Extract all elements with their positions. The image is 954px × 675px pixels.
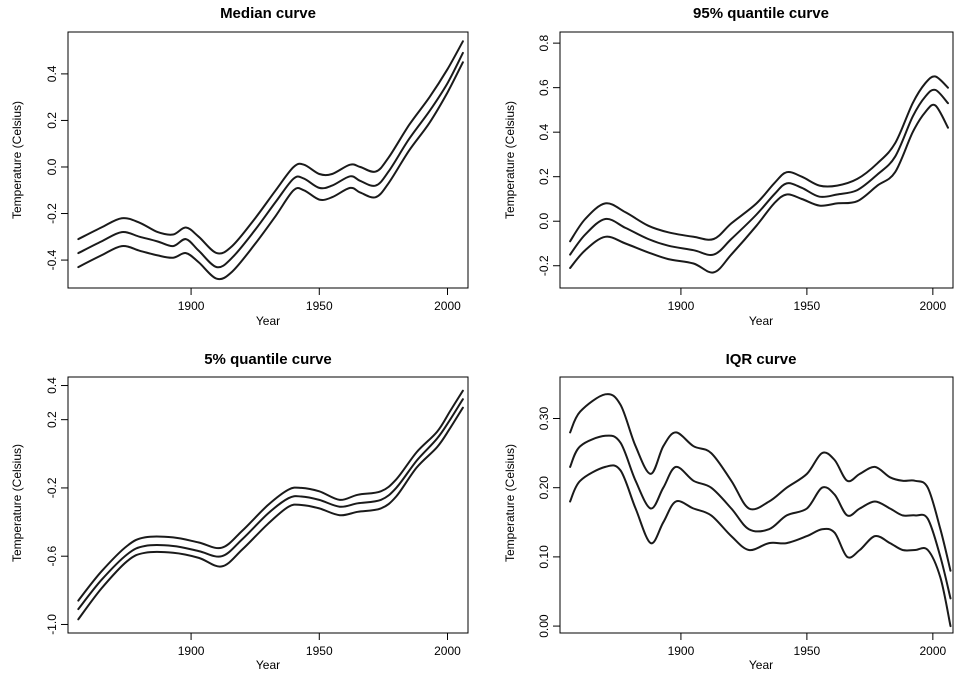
y-tick-label: 0.4 (45, 65, 59, 82)
y-tick-label: 0.2 (45, 112, 59, 129)
x-axis-label: Year (256, 314, 280, 328)
plot-frame (67, 31, 469, 289)
series-lines (569, 75, 949, 274)
x-ticks: 1900 1950 2000 (178, 633, 461, 658)
y-tick-label: 0.0 (537, 213, 551, 230)
chart-title: Median curve (220, 5, 316, 22)
plot-frame (559, 376, 954, 634)
y-tick-label: 0.2 (45, 411, 59, 428)
panel-q05: 5% quantile curve Year Temperature (Cels… (10, 351, 469, 672)
y-tick-label: -0.2 (537, 255, 551, 276)
y-axis-label: Temperature (Celsius) (503, 101, 517, 219)
x-ticks: 1900 1950 2000 (178, 288, 461, 313)
y-tick-label: 0.4 (45, 377, 59, 394)
y-axis-label: Temperature (Celsius) (10, 101, 24, 219)
series-line-1 (77, 389, 464, 602)
x-tick-label: 1950 (794, 299, 821, 313)
x-tick-label: 2000 (919, 299, 946, 313)
series-line-1 (569, 393, 952, 572)
x-tick-label: 1950 (306, 299, 333, 313)
series-line-3 (77, 406, 464, 621)
series-line-1 (77, 40, 464, 255)
series-line-2 (77, 398, 464, 611)
x-ticks: 1900 1950 2000 (668, 633, 947, 658)
panel-q95: 95% quantile curve Year Temperature (Cel… (503, 5, 954, 328)
y-tick-label: 0.8 (537, 34, 551, 51)
series-line-3 (569, 464, 952, 628)
chart-title: IQR curve (726, 351, 797, 368)
plot-frame (559, 31, 954, 289)
x-tick-label: 2000 (434, 644, 461, 658)
x-axis-label: Year (749, 658, 773, 672)
chart-title: 95% quantile curve (693, 5, 829, 22)
series-lines (77, 40, 464, 281)
y-tick-label: 0.4 (537, 124, 551, 141)
x-ticks: 1900 1950 2000 (668, 288, 947, 313)
x-tick-label: 1950 (306, 644, 333, 658)
y-ticks: -1.0 -0.6 -0.2 0.2 0.4 (45, 377, 68, 635)
panel-median: Median curve Year Temperature (Celsius) … (10, 5, 469, 328)
series-lines (77, 389, 464, 621)
series-lines (569, 393, 952, 628)
y-axis-label: Temperature (Celsius) (10, 444, 24, 562)
y-tick-label: 0.6 (537, 79, 551, 96)
panel-iqr: IQR curve Year Temperature (Celsius) 190… (503, 351, 954, 672)
y-ticks: -0.4 -0.2 0.0 0.2 0.4 (45, 65, 68, 270)
x-axis-label: Year (256, 658, 280, 672)
series-line-2 (569, 88, 949, 257)
x-tick-label: 1900 (668, 644, 695, 658)
y-tick-label: -1.0 (45, 614, 59, 635)
y-tick-label: 0.00 (537, 614, 551, 638)
y-tick-label: -0.2 (45, 477, 59, 498)
x-tick-label: 1900 (178, 644, 205, 658)
series-line-1 (569, 75, 949, 243)
y-ticks: 0.00 0.10 0.20 0.30 (537, 407, 560, 638)
x-tick-label: 1900 (668, 299, 695, 313)
series-line-2 (77, 51, 464, 269)
series-line-3 (569, 103, 949, 274)
x-axis-label: Year (749, 314, 773, 328)
x-tick-label: 2000 (919, 644, 946, 658)
y-tick-label: -0.6 (45, 546, 59, 567)
y-tick-label: -0.4 (45, 249, 59, 270)
series-line-2 (569, 434, 952, 600)
y-tick-label: -0.2 (45, 203, 59, 224)
y-tick-label: 0.10 (537, 545, 551, 569)
x-tick-label: 1900 (178, 299, 205, 313)
y-ticks: -0.2 0.0 0.2 0.4 0.6 0.8 (537, 34, 560, 276)
y-tick-label: 0.30 (537, 407, 551, 431)
y-tick-label: 0.2 (537, 168, 551, 185)
y-tick-label: 0.0 (45, 158, 59, 175)
x-tick-label: 1950 (794, 644, 821, 658)
x-tick-label: 2000 (434, 299, 461, 313)
y-axis-label: Temperature (Celsius) (503, 444, 517, 562)
y-tick-label: 0.20 (537, 476, 551, 500)
chart-title: 5% quantile curve (204, 351, 332, 368)
series-line-3 (77, 61, 464, 281)
plot-frame (67, 376, 469, 634)
